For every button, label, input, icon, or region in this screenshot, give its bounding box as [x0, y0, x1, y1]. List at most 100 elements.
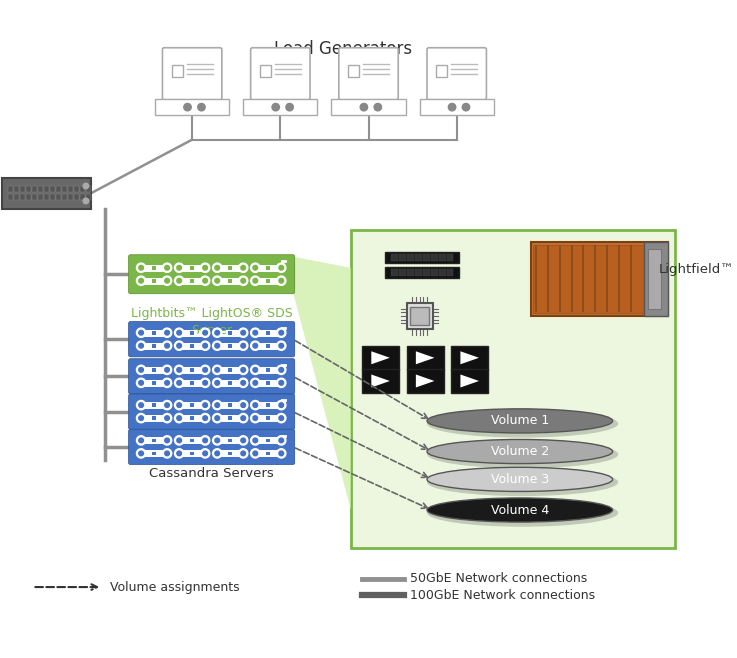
FancyBboxPatch shape [153, 279, 156, 282]
Circle shape [212, 436, 222, 445]
Circle shape [251, 401, 260, 410]
FancyBboxPatch shape [264, 402, 273, 408]
Circle shape [175, 341, 184, 350]
FancyBboxPatch shape [266, 438, 270, 442]
FancyBboxPatch shape [74, 186, 79, 191]
Circle shape [203, 438, 208, 443]
FancyBboxPatch shape [187, 367, 197, 372]
FancyBboxPatch shape [431, 254, 438, 261]
Circle shape [162, 378, 172, 388]
FancyBboxPatch shape [266, 266, 270, 270]
FancyBboxPatch shape [190, 344, 194, 347]
FancyBboxPatch shape [150, 380, 158, 386]
FancyBboxPatch shape [190, 368, 194, 372]
Circle shape [162, 276, 172, 286]
FancyBboxPatch shape [128, 429, 295, 465]
FancyBboxPatch shape [362, 369, 399, 393]
Circle shape [241, 278, 245, 283]
Circle shape [251, 328, 260, 338]
Circle shape [276, 401, 286, 410]
Circle shape [212, 449, 222, 458]
FancyBboxPatch shape [427, 48, 486, 100]
FancyBboxPatch shape [150, 451, 158, 456]
Circle shape [253, 403, 258, 407]
Circle shape [139, 451, 144, 456]
FancyBboxPatch shape [415, 254, 422, 261]
Circle shape [239, 413, 248, 422]
Polygon shape [461, 351, 479, 365]
Text: 50GbE Network connections: 50GbE Network connections [411, 572, 587, 585]
Circle shape [215, 451, 220, 456]
Circle shape [239, 341, 248, 350]
Circle shape [279, 403, 284, 407]
FancyBboxPatch shape [190, 438, 194, 442]
FancyBboxPatch shape [153, 381, 156, 385]
Circle shape [165, 368, 170, 372]
Circle shape [198, 103, 205, 111]
Circle shape [139, 343, 144, 348]
FancyBboxPatch shape [150, 265, 158, 270]
Circle shape [83, 184, 88, 189]
Circle shape [241, 451, 245, 456]
Ellipse shape [427, 498, 612, 522]
Circle shape [136, 263, 146, 272]
FancyBboxPatch shape [243, 99, 318, 116]
FancyBboxPatch shape [128, 359, 295, 394]
FancyBboxPatch shape [80, 194, 85, 200]
Circle shape [162, 341, 172, 350]
FancyBboxPatch shape [264, 343, 273, 349]
Circle shape [212, 328, 222, 338]
Circle shape [177, 278, 181, 283]
Circle shape [165, 451, 170, 456]
Circle shape [212, 276, 222, 286]
Polygon shape [416, 374, 434, 388]
Circle shape [276, 263, 286, 272]
Circle shape [253, 278, 258, 283]
Circle shape [162, 436, 172, 445]
Circle shape [251, 263, 260, 272]
Circle shape [251, 436, 260, 445]
FancyBboxPatch shape [362, 345, 399, 370]
FancyBboxPatch shape [187, 278, 197, 284]
Circle shape [374, 103, 382, 111]
FancyBboxPatch shape [228, 331, 232, 334]
Circle shape [215, 416, 220, 420]
Circle shape [253, 416, 258, 420]
Circle shape [139, 403, 144, 407]
Circle shape [136, 276, 146, 286]
FancyBboxPatch shape [2, 178, 91, 209]
Circle shape [165, 438, 170, 443]
Circle shape [177, 330, 181, 335]
Circle shape [279, 380, 284, 385]
FancyBboxPatch shape [150, 438, 158, 443]
FancyBboxPatch shape [228, 279, 232, 282]
FancyBboxPatch shape [14, 186, 18, 191]
Circle shape [279, 278, 284, 283]
Circle shape [279, 451, 284, 456]
FancyBboxPatch shape [411, 307, 429, 325]
Text: Lightbits™ LightOS® SDS
Server: Lightbits™ LightOS® SDS Server [130, 307, 293, 337]
Circle shape [175, 328, 184, 338]
Text: Volume 3: Volume 3 [491, 473, 549, 486]
Circle shape [215, 330, 220, 335]
Circle shape [241, 416, 245, 420]
Circle shape [286, 103, 293, 111]
Circle shape [253, 368, 258, 372]
FancyBboxPatch shape [228, 381, 232, 385]
Circle shape [162, 449, 172, 458]
Circle shape [203, 265, 208, 270]
Circle shape [212, 263, 222, 272]
Circle shape [251, 378, 260, 388]
FancyBboxPatch shape [86, 186, 91, 191]
Circle shape [177, 380, 181, 385]
Circle shape [162, 263, 172, 272]
FancyBboxPatch shape [190, 381, 194, 385]
Ellipse shape [427, 410, 618, 438]
FancyBboxPatch shape [260, 65, 271, 76]
FancyBboxPatch shape [162, 48, 222, 100]
FancyBboxPatch shape [153, 403, 156, 407]
Circle shape [239, 328, 248, 338]
FancyBboxPatch shape [187, 451, 197, 456]
FancyBboxPatch shape [14, 194, 18, 200]
FancyBboxPatch shape [226, 330, 235, 336]
